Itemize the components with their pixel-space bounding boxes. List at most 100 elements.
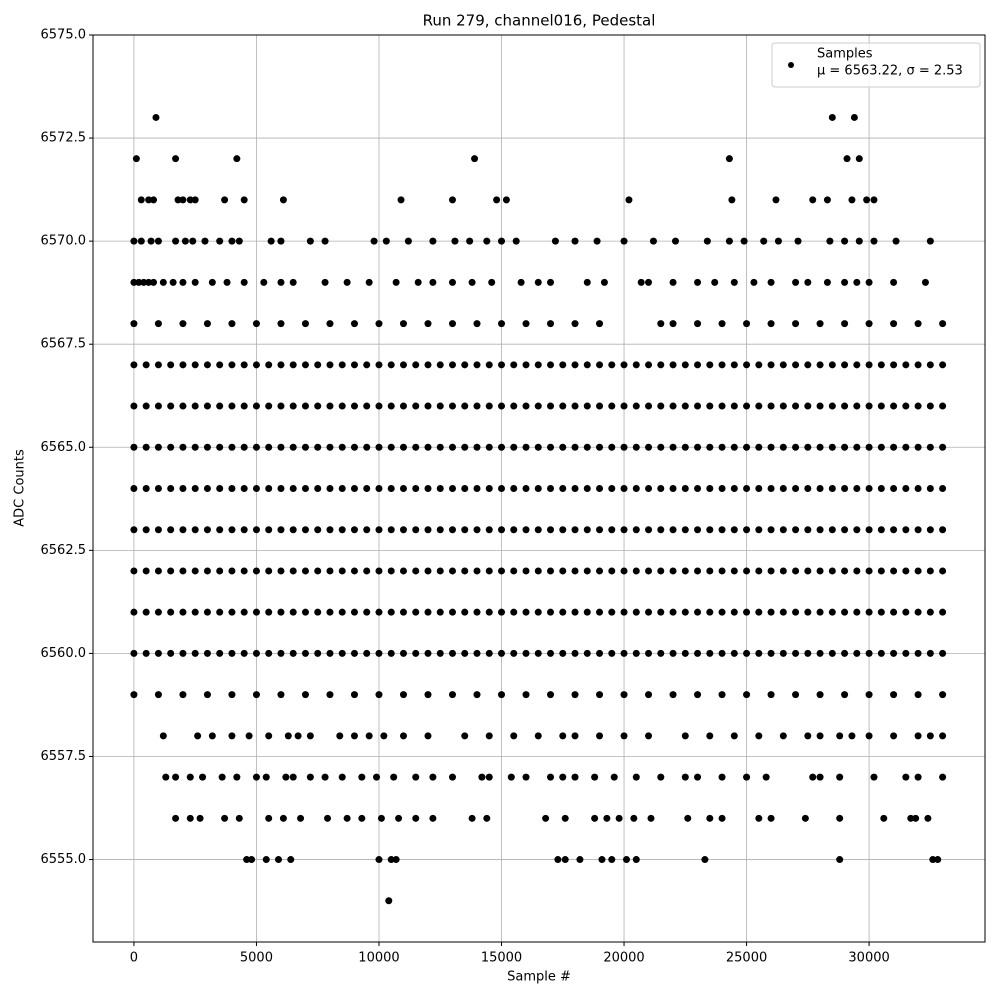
data-point xyxy=(179,608,187,616)
data-point xyxy=(358,814,366,822)
data-point xyxy=(338,361,346,369)
data-point xyxy=(498,320,506,328)
data-point xyxy=(154,608,162,616)
data-point xyxy=(826,237,834,245)
data-point xyxy=(510,608,518,616)
data-point xyxy=(289,278,297,286)
data-point xyxy=(583,402,591,410)
data-point xyxy=(338,608,346,616)
data-point xyxy=(473,443,481,451)
data-point xyxy=(669,443,677,451)
data-point xyxy=(265,814,273,822)
data-point xyxy=(669,649,677,657)
data-point xyxy=(767,608,775,616)
data-point xyxy=(179,278,187,286)
data-point xyxy=(828,567,836,575)
data-point xyxy=(277,485,285,492)
data-point xyxy=(397,196,405,204)
data-point xyxy=(561,856,569,864)
data-point xyxy=(559,732,567,740)
data-point xyxy=(762,773,770,781)
data-point xyxy=(571,443,579,451)
data-point xyxy=(343,278,351,286)
data-point xyxy=(150,278,158,286)
data-point xyxy=(591,814,599,822)
data-point xyxy=(792,361,800,369)
data-point xyxy=(843,155,851,163)
data-point xyxy=(265,443,273,451)
data-point xyxy=(473,567,481,575)
data-point xyxy=(208,732,216,740)
plot-frame xyxy=(92,34,986,943)
data-point xyxy=(365,732,373,740)
data-point xyxy=(498,649,506,657)
data-point xyxy=(172,773,180,781)
x-tick-label: 20000 xyxy=(603,951,644,966)
data-point xyxy=(275,856,283,864)
data-point xyxy=(461,485,469,492)
data-point xyxy=(240,526,248,534)
data-point xyxy=(767,320,775,328)
data-point xyxy=(534,443,542,451)
data-point xyxy=(203,649,211,657)
data-point xyxy=(921,278,929,286)
data-point xyxy=(277,567,285,575)
data-point xyxy=(669,278,677,286)
data-point xyxy=(350,485,358,492)
data-point xyxy=(167,608,175,616)
data-point xyxy=(498,485,506,492)
data-point xyxy=(608,567,616,575)
data-point xyxy=(534,278,542,286)
data-point xyxy=(804,443,812,451)
data-point xyxy=(488,278,496,286)
data-point xyxy=(853,443,861,451)
data-point xyxy=(387,608,395,616)
data-point xyxy=(216,237,224,245)
data-point xyxy=(240,196,248,204)
data-point xyxy=(267,237,275,245)
data-point xyxy=(448,567,456,575)
data-point xyxy=(547,773,555,781)
data-point xyxy=(350,567,358,575)
data-point xyxy=(836,732,844,740)
data-point xyxy=(399,691,407,699)
data-point xyxy=(926,526,934,534)
data-point xyxy=(350,691,358,699)
data-point xyxy=(804,567,812,575)
data-point xyxy=(877,361,885,369)
data-point xyxy=(718,402,726,410)
data-point xyxy=(571,237,579,245)
x-tick-label: 10000 xyxy=(358,951,399,966)
data-point xyxy=(130,278,138,286)
data-point xyxy=(167,361,175,369)
data-point xyxy=(657,443,665,451)
data-point xyxy=(522,320,530,328)
data-point xyxy=(191,567,199,575)
data-point xyxy=(162,773,170,781)
data-point xyxy=(836,773,844,781)
data-point xyxy=(522,691,530,699)
data-point xyxy=(804,361,812,369)
data-point xyxy=(816,402,824,410)
data-point xyxy=(228,320,236,328)
data-point xyxy=(671,237,679,245)
data-point xyxy=(559,402,567,410)
data-point xyxy=(559,361,567,369)
data-point xyxy=(681,567,689,575)
data-point xyxy=(596,732,604,740)
data-point xyxy=(277,608,285,616)
data-point xyxy=(338,649,346,657)
data-point xyxy=(199,773,207,781)
x-axis-label: Sample # xyxy=(507,970,571,985)
data-point xyxy=(914,443,922,451)
data-point xyxy=(201,237,209,245)
data-point xyxy=(706,361,714,369)
data-point xyxy=(301,567,309,575)
data-point xyxy=(130,608,138,616)
data-point xyxy=(902,361,910,369)
data-point xyxy=(890,608,898,616)
data-point xyxy=(816,691,824,699)
data-point xyxy=(620,443,628,451)
data-point xyxy=(645,649,653,657)
data-point xyxy=(301,485,309,492)
